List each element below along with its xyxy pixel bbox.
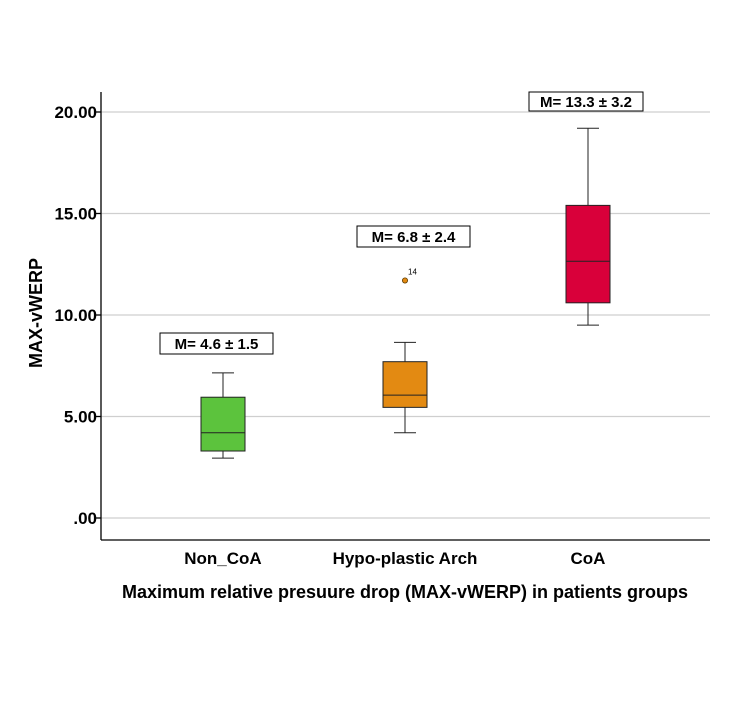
annotation-box [159, 332, 274, 355]
y-tick-label: 20.00 [54, 103, 97, 122]
x-category-label: Hypo-plastic Arch [333, 549, 478, 568]
annotation-box [356, 225, 471, 248]
y-tick-label: 5.00 [64, 408, 97, 427]
y-axis-title: MAX-vWERP [26, 258, 46, 368]
x-axis-title: Maximum relative presuure drop (MAX-vWER… [122, 582, 688, 602]
annotation-text: M= 13.3 ± 3.2 [540, 94, 632, 111]
box-0 [200, 396, 246, 452]
y-tick-label: 10.00 [54, 306, 97, 325]
x-category-label: Non_CoA [184, 549, 261, 568]
outlier-label: 14 [408, 267, 417, 276]
annotation-box [528, 91, 644, 112]
box-2 [565, 204, 611, 304]
annotation-text: M= 4.6 ± 1.5 [175, 336, 259, 353]
x-category-label: CoA [571, 549, 606, 568]
box-1 [382, 361, 428, 408]
annotation-text: M= 6.8 ± 2.4 [372, 229, 456, 246]
y-tick-label: 15.00 [54, 205, 97, 224]
y-tick-label: .00 [73, 509, 97, 528]
outlier-point [401, 277, 408, 284]
